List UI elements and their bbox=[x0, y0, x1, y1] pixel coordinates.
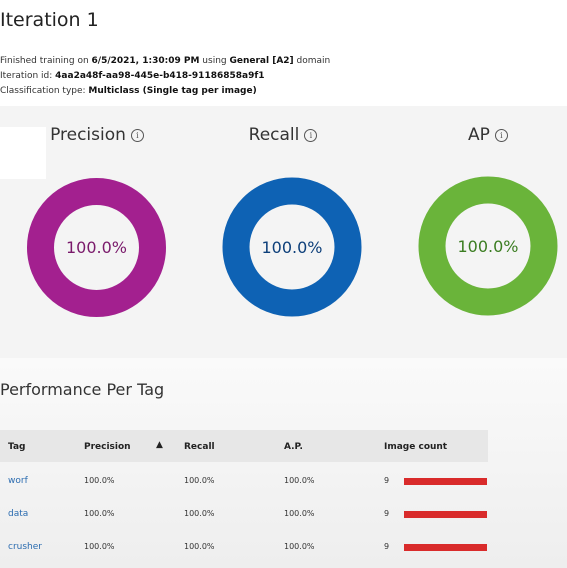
tag-link[interactable]: data bbox=[8, 509, 29, 519]
ap-label: AP bbox=[468, 125, 490, 145]
precision-arc bbox=[27, 178, 166, 317]
precision-donut: 100.0% bbox=[27, 178, 166, 317]
finished-mid: using bbox=[199, 56, 230, 66]
recall-cell: 100.0% bbox=[184, 476, 215, 485]
sort-ascending-icon[interactable]: ▲ bbox=[156, 440, 163, 450]
iteration-id: 4aa2a48f-aa98-445e-b418-91186858a9f1 bbox=[55, 71, 265, 81]
image-count-bar bbox=[404, 511, 487, 518]
ap-metric: AP i bbox=[408, 125, 567, 145]
page-title: Iteration 1 bbox=[0, 9, 99, 31]
precision-label: Precision bbox=[50, 125, 126, 145]
tag-link[interactable]: worf bbox=[8, 476, 28, 486]
precision-cell: 100.0% bbox=[84, 476, 115, 485]
precision-value: 100.0% bbox=[65, 238, 127, 257]
recall-cell: 100.0% bbox=[184, 509, 215, 518]
finished-prefix: Finished training on bbox=[0, 56, 92, 66]
classification-value: Multiclass (Single tag per image) bbox=[88, 86, 257, 96]
iteration-id-label: Iteration id: bbox=[0, 71, 56, 81]
recall-cell: 100.0% bbox=[184, 542, 215, 551]
table-header: Tag Precision ▲ Recall A.P. Image count bbox=[0, 430, 488, 462]
table-row: worf 100.0% 100.0% 100.0% 9 bbox=[0, 464, 488, 497]
iteration-id-info: Iteration id: 4aa2a48f-aa98-445e-b418-91… bbox=[0, 71, 265, 81]
image-count-cell: 9 bbox=[384, 476, 390, 485]
ap-arc bbox=[418, 176, 558, 316]
precision-cell: 100.0% bbox=[84, 509, 115, 518]
precision-cell: 100.0% bbox=[84, 542, 115, 551]
image-count-bar bbox=[404, 478, 487, 485]
precision-metric: Precision i bbox=[17, 125, 177, 145]
recall-donut: 100.0% bbox=[222, 177, 362, 317]
classification-info: Classification type: Multiclass (Single … bbox=[0, 86, 257, 96]
tag-link[interactable]: crusher bbox=[8, 542, 42, 552]
ap-cell: 100.0% bbox=[284, 542, 315, 551]
classification-label: Classification type: bbox=[0, 86, 89, 96]
column-header-recall[interactable]: Recall bbox=[184, 442, 215, 452]
column-header-precision[interactable]: Precision bbox=[84, 442, 131, 452]
info-icon[interactable]: i bbox=[304, 128, 318, 142]
finished-suffix: domain bbox=[293, 56, 331, 66]
training-info: Finished training on 6/5/2021, 1:30:09 P… bbox=[0, 56, 330, 66]
image-count-bar bbox=[404, 544, 487, 551]
ap-donut: 100.0% bbox=[418, 176, 558, 316]
recall-metric: Recall i bbox=[203, 125, 363, 145]
ap-cell: 100.0% bbox=[284, 476, 315, 485]
domain-name: General [A2] bbox=[229, 56, 294, 66]
ap-value: 100.0% bbox=[457, 236, 519, 256]
column-header-ap[interactable]: A.P. bbox=[284, 442, 303, 452]
info-icon[interactable]: i bbox=[494, 128, 508, 142]
recall-value: 100.0% bbox=[261, 237, 323, 257]
column-header-tag[interactable]: Tag bbox=[8, 442, 26, 452]
column-header-image-count[interactable]: Image count bbox=[384, 442, 448, 452]
image-count-cell: 9 bbox=[384, 509, 390, 518]
recall-label: Recall bbox=[248, 125, 300, 145]
white-box bbox=[0, 127, 46, 179]
table-row: data 100.0% 100.0% 100.0% 9 bbox=[0, 497, 488, 530]
iteration-header bbox=[0, 0, 567, 105]
table-row: crusher 100.0% 100.0% 100.0% 9 bbox=[0, 530, 488, 563]
finished-date: 6/5/2021, 1:30:09 PM bbox=[91, 56, 200, 66]
performance-section bbox=[0, 358, 567, 568]
info-icon[interactable]: i bbox=[130, 128, 144, 142]
recall-arc bbox=[222, 177, 362, 317]
ap-cell: 100.0% bbox=[284, 509, 315, 518]
performance-title: Performance Per Tag bbox=[0, 380, 165, 399]
image-count-cell: 9 bbox=[384, 542, 390, 551]
